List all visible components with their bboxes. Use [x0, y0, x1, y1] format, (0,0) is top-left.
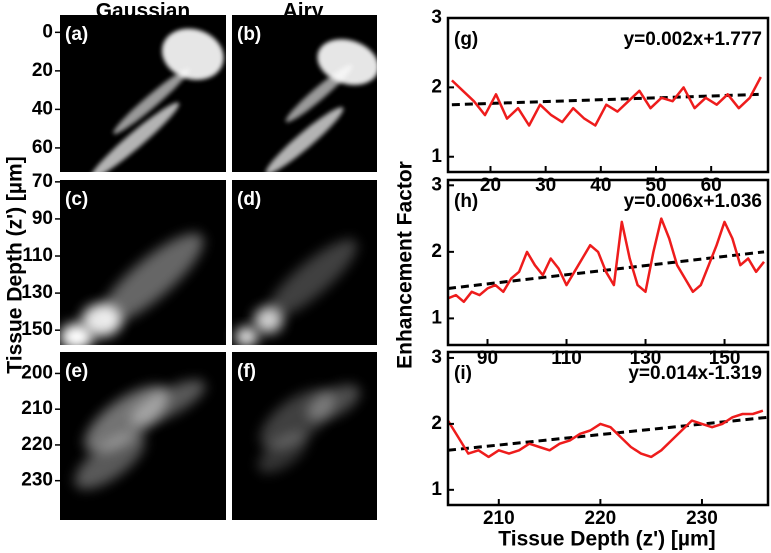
panel-label: (a) [65, 24, 88, 45]
y-tick-label: 3 [431, 347, 442, 368]
panel-label: (c) [65, 189, 88, 210]
y-tick-label: 130 [21, 282, 53, 303]
image-blob [306, 384, 361, 421]
y-tick-label: 3 [431, 7, 442, 28]
panel-label: (g) [454, 29, 478, 50]
y-tick-label: 210 [21, 398, 53, 419]
data-line [448, 217, 765, 304]
y-tick-label: 90 [32, 208, 53, 229]
image-content [234, 239, 358, 347]
x-tick-label: 110 [551, 348, 582, 369]
image-blob [317, 39, 379, 85]
y-tick-label: 110 [22, 245, 53, 266]
y-tick-label: 2 [431, 241, 442, 262]
x-tick-label: 150 [709, 348, 741, 369]
y-tick-label: 3 [431, 174, 442, 195]
image-content [265, 39, 379, 175]
panel-label: (b) [237, 24, 261, 45]
image-content [90, 28, 224, 179]
y-tick-label: 1 [431, 479, 442, 500]
y-tick-label: 60 [32, 137, 53, 158]
panel-label: (e) [65, 361, 88, 382]
x-tick-label: 20 [480, 175, 501, 196]
y-tick-label: 200 [21, 362, 53, 383]
x-tick-label: 30 [535, 175, 556, 196]
y-axis-title: Tissue Depth (z') [µm] [4, 156, 27, 373]
image-blob [265, 107, 344, 175]
image-content [74, 380, 206, 490]
x-tick-label: 90 [477, 348, 498, 369]
image-content [257, 384, 361, 474]
panel-label: (i) [454, 363, 472, 384]
y-tick-label: 1 [431, 307, 442, 328]
y-axis-title: Enhancement Factor [394, 161, 417, 369]
y-tick-label: 0 [42, 21, 53, 42]
image-blob [113, 68, 190, 135]
y-tick-label: 20 [32, 60, 53, 81]
plot-frame [446, 350, 770, 507]
y-tick-label: 70 [32, 171, 53, 192]
x-tick-label: 210 [483, 508, 515, 529]
image-blob [81, 303, 122, 337]
image-blob [234, 326, 259, 347]
y-tick-label: 150 [21, 319, 53, 340]
image-blob [257, 432, 308, 474]
image-blob [99, 233, 204, 325]
y-tick-label: 230 [21, 470, 53, 491]
fit-annotation: y=0.006x+1.036 [624, 191, 762, 212]
image-blob [130, 380, 206, 425]
y-tick-label: 220 [21, 434, 53, 455]
x-tick-label: 220 [585, 508, 617, 529]
plot-frame [446, 178, 770, 347]
x-tick-label: 230 [686, 508, 718, 529]
image-blob [285, 64, 353, 123]
image-blob [253, 307, 283, 334]
panel-label: (f) [237, 361, 256, 382]
fit-annotation: y=0.002x+1.777 [624, 29, 762, 50]
x-tick-label: 130 [630, 348, 662, 369]
plot-frame [446, 16, 770, 174]
y-tick-label: 2 [431, 76, 442, 97]
image-blob [60, 323, 94, 350]
fit-annotation: y=0.014x-1.319 [628, 363, 762, 384]
image-blob [266, 239, 358, 319]
y-tick-label: 40 [32, 98, 53, 119]
x-axis-title: Tissue Depth (z') [µm] [498, 528, 715, 551]
y-tick-label: 1 [431, 146, 442, 167]
data-line [451, 76, 762, 127]
image-blob [161, 28, 224, 80]
image-content [60, 233, 204, 350]
image-blob [90, 102, 180, 179]
trend-line [448, 415, 768, 452]
image-blob [74, 433, 145, 490]
panel-label: (h) [454, 191, 478, 212]
y-tick-label: 2 [431, 413, 442, 434]
x-tick-label: 40 [590, 175, 611, 196]
panel-label: (d) [237, 189, 261, 210]
data-line [448, 409, 764, 459]
